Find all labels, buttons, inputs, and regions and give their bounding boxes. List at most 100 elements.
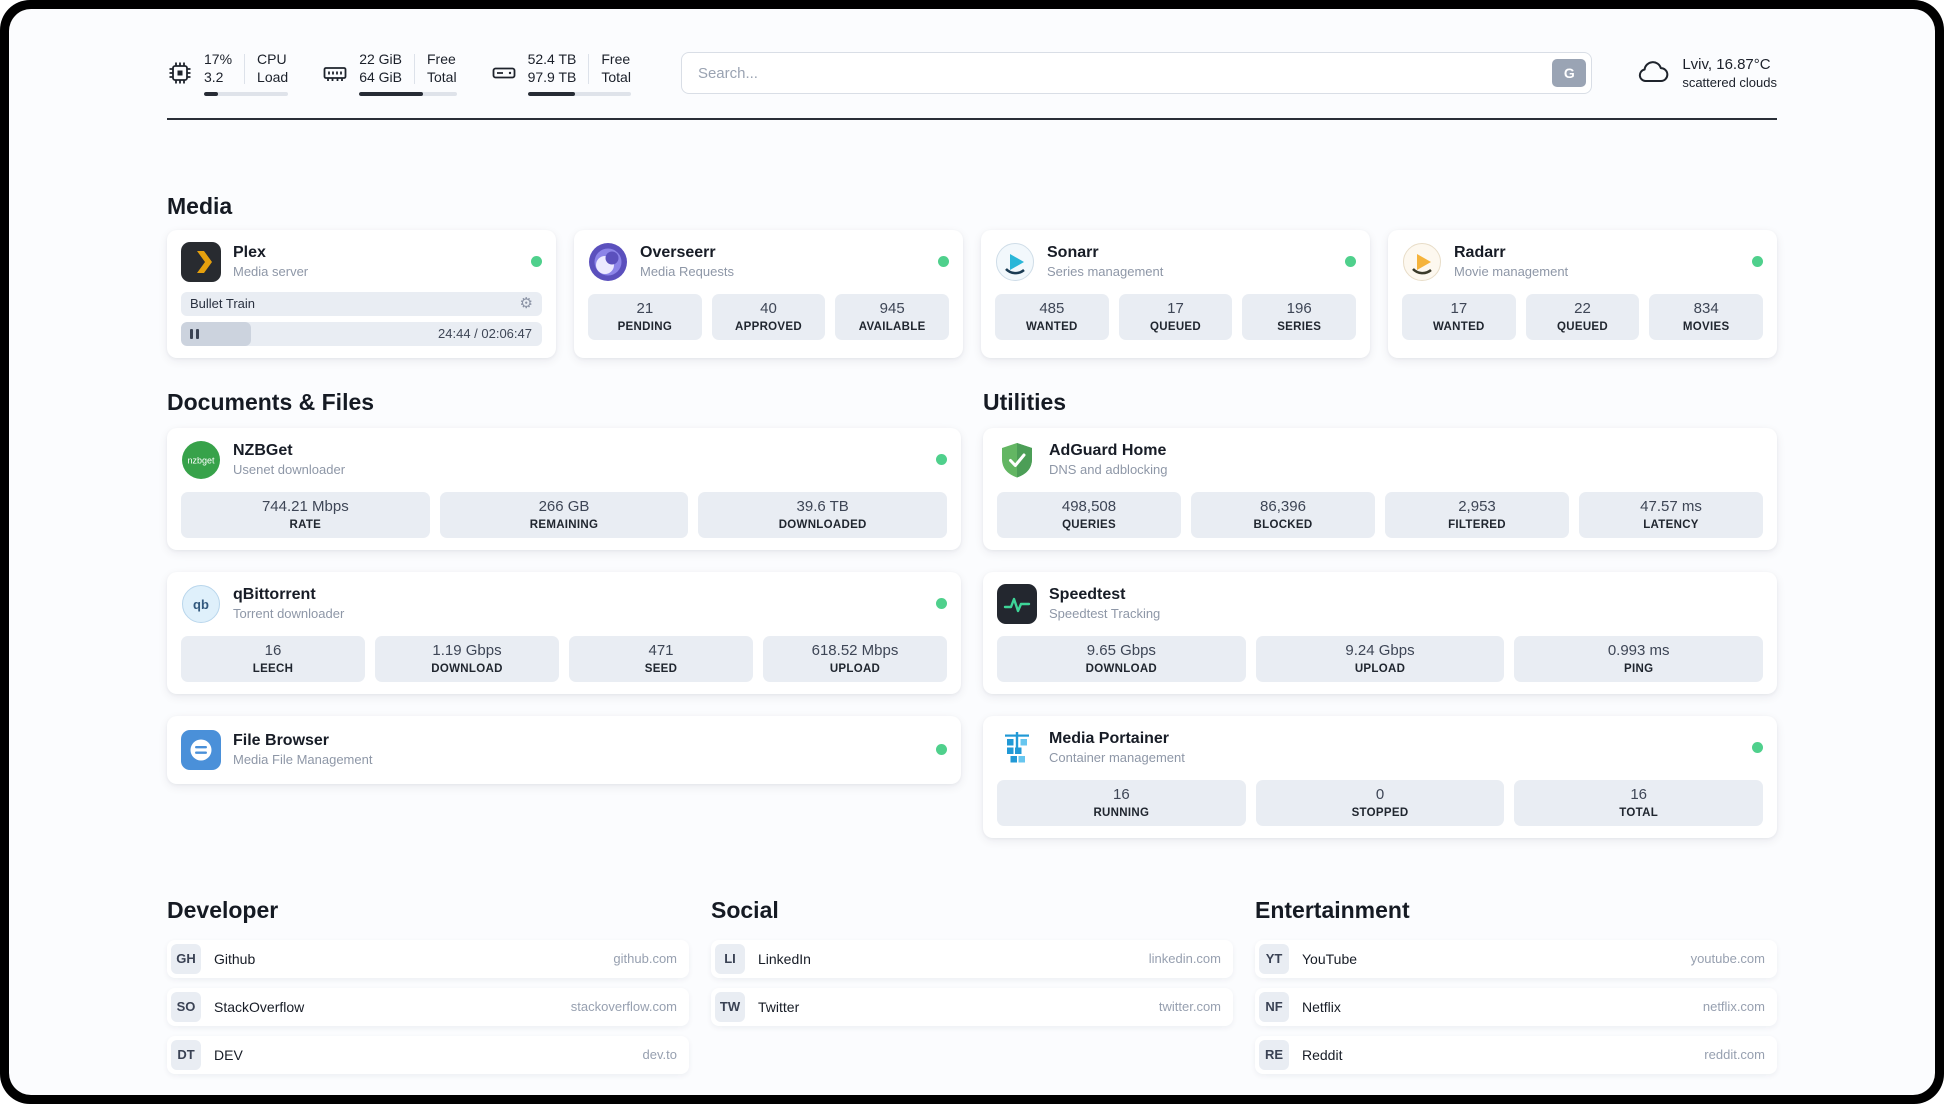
bookmark-stackoverflow[interactable]: SO StackOverflow stackoverflow.com (167, 987, 689, 1026)
stat-value: 2,953 (1458, 497, 1496, 515)
stat-label: FILTERED (1448, 518, 1506, 531)
ram-icon (322, 60, 348, 86)
divider (588, 53, 590, 84)
app-name: File Browser (233, 732, 330, 750)
app-name: Overseerr (640, 244, 716, 262)
section-title-social: Social (711, 896, 779, 923)
app-card-plex[interactable]: Plex Media server Bullet Train ⚙ 24:44 /… (167, 229, 556, 358)
stat-value: 266 GB (538, 497, 590, 515)
ram-label-bottom: Total (427, 68, 457, 85)
app-name: Radarr (1454, 244, 1506, 262)
cpu-widget: 17% 3.2 CPU Load (167, 51, 289, 96)
gear-icon[interactable]: ⚙ (519, 295, 533, 313)
plex-icon (181, 241, 221, 282)
stat-box: 86,396 BLOCKED (1191, 491, 1375, 538)
app-subtitle: DNS and adblocking (1049, 462, 1168, 478)
bookmark-reddit[interactable]: RE Reddit reddit.com (1255, 1035, 1777, 1074)
now-playing-row: Bullet Train ⚙ (181, 291, 542, 316)
app-name: NZBGet (233, 442, 293, 460)
pause-button[interactable] (190, 322, 199, 346)
bookmark-linkedin[interactable]: LI LinkedIn linkedin.com (711, 939, 1233, 978)
status-dot (938, 256, 949, 268)
disk-label-bottom: Total (601, 68, 631, 85)
bookmark-netflix[interactable]: NF Netflix netflix.com (1255, 987, 1777, 1026)
cpu-label-bottom: Load (257, 68, 289, 85)
bookmark-youtube[interactable]: YT YouTube youtube.com (1255, 939, 1777, 978)
disk-values: 52.4 TB 97.9 TB (528, 51, 577, 87)
stat-value: 196 (1286, 299, 1312, 317)
stat-value: 39.6 TB (796, 497, 849, 515)
stat-label: RATE (289, 518, 322, 531)
playback-time: 24:44 / 02:06:47 (438, 326, 532, 342)
stat-value: 0 (1375, 785, 1385, 803)
app-card-portainer[interactable]: Media Portainer Container management 16 … (983, 715, 1777, 838)
bookmark-abbr: YT (1259, 943, 1289, 974)
bookmark-abbr: NF (1259, 991, 1289, 1022)
stat-box: 17 WANTED (1402, 293, 1516, 340)
section-developer: Developer GH Github github.com SO StackO… (167, 896, 689, 1084)
topbar: 17% 3.2 CPU Load (167, 51, 1777, 96)
search-engine-button[interactable]: G (1552, 59, 1587, 88)
cpu-progress-bar (204, 91, 289, 96)
stat-value: 40 (760, 299, 777, 317)
bookmark-dev[interactable]: DT DEV dev.to (167, 1035, 689, 1074)
stat-label: SEED (644, 662, 678, 675)
status-dot (1345, 256, 1356, 268)
stat-box: 0 STOPPED (1255, 779, 1505, 826)
app-card-filebrowser[interactable]: File Browser Media File Management (167, 715, 961, 784)
app-card-adguard[interactable]: AdGuard Home DNS and adblocking 498,508 … (983, 427, 1777, 550)
stat-label: DOWNLOADED (778, 518, 867, 531)
app-subtitle: Media Requests (640, 264, 734, 280)
bookmark-abbr: RE (1259, 1039, 1289, 1070)
app-card-sonarr[interactable]: Sonarr Series management 485 WANTED 17 Q… (981, 229, 1370, 358)
playback-progress[interactable]: 24:44 / 02:06:47 (181, 321, 542, 346)
app-card-overseerr[interactable]: Overseerr Media Requests 21 PENDING 40 A… (574, 229, 963, 358)
stat-box: 39.6 TB DOWNLOADED (698, 491, 948, 538)
app-card-radarr[interactable]: Radarr Movie management 17 WANTED 22 QUE… (1388, 229, 1777, 358)
stat-box: 618.52 Mbps UPLOAD (763, 635, 947, 682)
divider (414, 53, 415, 84)
stat-box: 471 SEED (569, 635, 753, 682)
weather-condition: scattered clouds (1682, 74, 1777, 90)
section-title-documents: Documents & Files (167, 388, 375, 415)
stat-label: QUERIES (1062, 518, 1116, 531)
app-card-qbittorrent[interactable]: qb qBittorrent Torrent downloader 16 LEE… (167, 571, 961, 694)
stat-box: 9.65 Gbps DOWNLOAD (997, 635, 1246, 682)
stat-label: QUEUED (1557, 320, 1609, 333)
cpu-values: 17% 3.2 (204, 51, 232, 87)
stat-value: 485 (1039, 299, 1065, 317)
qbittorrent-icon: qb (181, 584, 221, 624)
weather-location: Lviv, 16.87°C (1682, 56, 1771, 74)
stat-value: 9.24 Gbps (1345, 641, 1415, 659)
app-card-nzbget[interactable]: nzbget NZBGet Usenet downloader 744.21 M… (167, 427, 961, 550)
stat-label: SERIES (1277, 320, 1322, 333)
topbar-divider (167, 117, 1777, 120)
stat-label: MOVIES (1682, 320, 1730, 333)
stat-box: 16 LEECH (181, 635, 365, 682)
bookmark-abbr: DT (171, 1039, 201, 1070)
bookmark-url: youtube.com (1690, 951, 1765, 967)
app-subtitle: Torrent downloader (233, 606, 345, 622)
status-dot (936, 454, 947, 466)
app-card-speedtest[interactable]: Speedtest Speedtest Tracking 9.65 Gbps D… (983, 571, 1777, 694)
search-input[interactable] (680, 52, 1593, 95)
stat-value: 17 (1167, 299, 1184, 317)
bookmark-abbr: GH (171, 943, 201, 974)
stat-box: 266 GB REMAINING (439, 491, 689, 538)
overseerr-icon (588, 242, 628, 282)
section-title-developer: Developer (167, 896, 279, 923)
stat-label: WANTED (1026, 320, 1078, 333)
bookmark-github[interactable]: GH Github github.com (167, 939, 689, 978)
stat-value: 618.52 Mbps (811, 641, 899, 659)
stat-label: AVAILABLE (858, 320, 926, 333)
stat-box: 0.993 ms PING (1514, 635, 1764, 682)
app-name: AdGuard Home (1049, 442, 1167, 460)
disk-icon (491, 60, 517, 86)
bookmark-twitter[interactable]: TW Twitter twitter.com (711, 987, 1233, 1026)
ram-total: 64 GiB (359, 68, 402, 85)
bookmark-name: LinkedIn (758, 950, 811, 967)
stat-label: TOTAL (1619, 806, 1659, 819)
ram-widget: 22 GiB 64 GiB Free Total (322, 51, 457, 96)
sonarr-icon (995, 242, 1035, 282)
